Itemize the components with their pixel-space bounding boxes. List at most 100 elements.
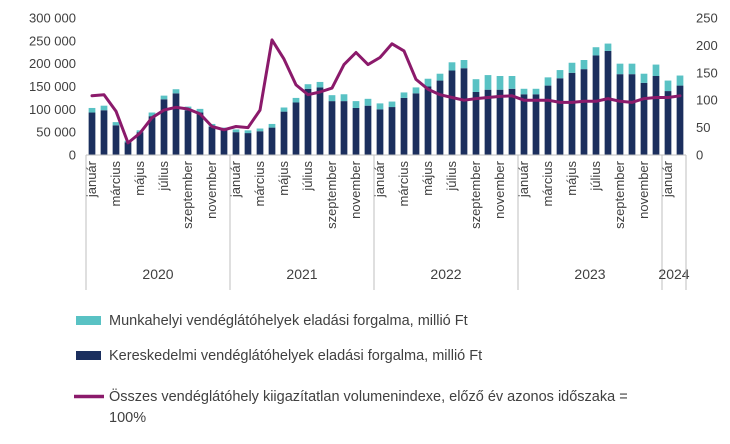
bar-munkahelyi: [196, 108, 204, 113]
legend-label-kereskedelmi: Kereskedelmi vendéglátóhelyek eladási fo…: [109, 348, 482, 364]
bar-kereskedelmi: [172, 93, 180, 155]
bar-kereskedelmi: [424, 86, 432, 155]
x-month-label: július: [300, 161, 315, 192]
x-month-label: március: [540, 161, 555, 207]
bar-kereskedelmi: [556, 78, 564, 155]
bar-kereskedelmi: [136, 132, 144, 155]
bar-munkahelyi: [364, 98, 372, 106]
bar-kereskedelmi: [388, 107, 396, 155]
x-month-label: szeptember: [612, 160, 627, 229]
bar-kereskedelmi: [292, 102, 300, 155]
bar-munkahelyi: [592, 47, 600, 56]
bar-kereskedelmi: [544, 85, 552, 155]
bar-munkahelyi: [568, 62, 576, 73]
bar-munkahelyi: [328, 95, 336, 102]
bar-munkahelyi: [376, 103, 384, 110]
bar-munkahelyi: [340, 94, 348, 102]
x-month-label: március: [396, 161, 411, 207]
bar-kereskedelmi: [124, 142, 132, 155]
bar-munkahelyi: [556, 70, 564, 79]
bar-kereskedelmi: [496, 89, 504, 155]
bar-kereskedelmi: [580, 69, 588, 155]
bar-kereskedelmi: [604, 50, 612, 155]
x-month-label: május: [276, 161, 291, 196]
bar-munkahelyi: [400, 92, 408, 98]
x-month-label: július: [156, 161, 171, 192]
bar-munkahelyi: [292, 97, 300, 103]
x-month-label: május: [564, 161, 579, 196]
bar-munkahelyi: [256, 128, 264, 132]
bar-kereskedelmi: [316, 87, 324, 155]
bar-kereskedelmi: [568, 72, 576, 155]
bar-kereskedelmi: [244, 133, 252, 155]
bar-kereskedelmi: [436, 80, 444, 155]
left-tick-label: 200 000: [29, 56, 76, 71]
bar-kereskedelmi: [640, 82, 648, 155]
bar-kereskedelmi: [340, 101, 348, 155]
bar-kereskedelmi: [664, 91, 672, 155]
x-year-label: 2023: [574, 266, 605, 282]
right-tick-label: 0: [696, 148, 703, 163]
bar-munkahelyi: [100, 105, 108, 111]
bar-kereskedelmi: [196, 112, 204, 155]
x-year-label: 2021: [286, 266, 317, 282]
x-month-label: január: [372, 160, 387, 198]
bar-series: [88, 43, 684, 155]
bar-munkahelyi: [388, 101, 396, 108]
bar-kereskedelmi: [364, 105, 372, 155]
x-month-label: szeptember: [324, 160, 339, 229]
bar-munkahelyi: [352, 101, 360, 108]
bar-kereskedelmi: [88, 112, 96, 155]
bar-kereskedelmi: [232, 132, 240, 155]
x-year-label: 2022: [430, 266, 461, 282]
line-series: [90, 38, 682, 145]
right-tick-label: 250: [696, 11, 718, 26]
bar-kereskedelmi: [376, 109, 384, 155]
x-month-label: július: [444, 161, 459, 192]
bar-munkahelyi: [532, 88, 540, 95]
bar-munkahelyi: [616, 63, 624, 75]
bar-munkahelyi: [628, 63, 636, 75]
bar-munkahelyi: [472, 79, 480, 92]
left-tick-label: 0: [69, 148, 76, 163]
bar-kereskedelmi: [304, 88, 312, 155]
bar-munkahelyi: [280, 107, 288, 112]
bar-kereskedelmi: [208, 126, 216, 155]
bar-munkahelyi: [88, 107, 96, 113]
left-tick-label: 100 000: [29, 102, 76, 117]
x-month-label: november: [492, 160, 507, 218]
right-axis: 0 50 100 150 200 250: [696, 11, 718, 163]
bar-kereskedelmi: [448, 70, 456, 155]
x-month-label: november: [348, 160, 363, 218]
bar-kereskedelmi: [412, 93, 420, 155]
left-tick-label: 150 000: [29, 79, 76, 94]
bar-kereskedelmi: [520, 94, 528, 155]
bar-munkahelyi: [520, 88, 528, 95]
bar-munkahelyi: [112, 122, 120, 126]
bar-kereskedelmi: [184, 110, 192, 155]
bar-munkahelyi: [496, 75, 504, 90]
bar-kereskedelmi: [148, 116, 156, 155]
x-month-label: május: [132, 161, 147, 196]
x-month-label: május: [420, 161, 435, 196]
x-month-label: szeptember: [180, 160, 195, 229]
right-tick-label: 100: [696, 93, 718, 108]
right-tick-label: 200: [696, 38, 718, 53]
x-month-label: július: [588, 161, 603, 192]
bar-kereskedelmi: [352, 107, 360, 155]
bar-munkahelyi: [316, 81, 324, 88]
bar-kereskedelmi: [676, 85, 684, 155]
x-month-label: január: [84, 160, 99, 198]
bar-kereskedelmi: [160, 99, 168, 155]
line-volumenindex: [90, 38, 682, 145]
bar-kereskedelmi: [328, 101, 336, 155]
left-tick-label: 250 000: [29, 33, 76, 48]
legend-label-volumenindex-cont: 100%: [109, 410, 146, 426]
bar-kereskedelmi: [112, 125, 120, 155]
bar-kereskedelmi: [472, 91, 480, 155]
x-month-label: január: [228, 160, 243, 198]
bar-munkahelyi: [304, 84, 312, 89]
x-year-label: 2024: [658, 266, 689, 282]
bar-kereskedelmi: [484, 89, 492, 155]
bar-kereskedelmi: [532, 94, 540, 155]
